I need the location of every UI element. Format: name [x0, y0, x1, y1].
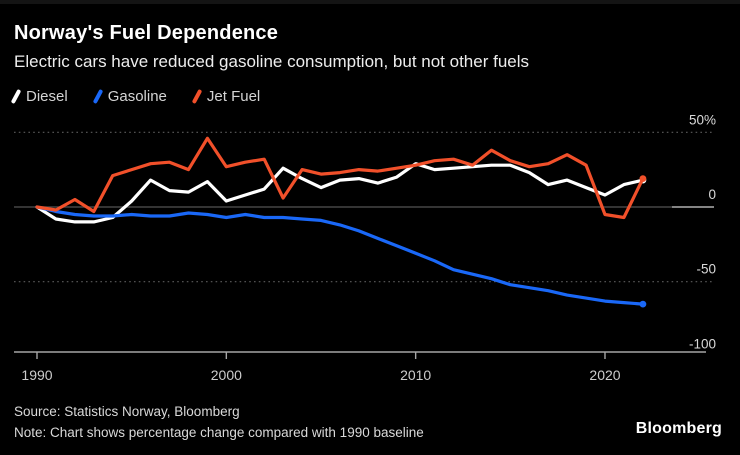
x-axis-label: 1990 [21, 367, 52, 383]
legend-label-gasoline: Gasoline [107, 88, 167, 105]
jet-fuel-endpoint-dot [639, 175, 647, 182]
legend: Diesel Gasoline Jet Fuel [10, 88, 261, 105]
source-text: Source: Statistics Norway, Bloomberg [14, 404, 240, 419]
line-chart: 50% 0 -50 -100 1990 2000 2010 2020 [0, 108, 740, 394]
legend-label-diesel: Diesel [26, 88, 68, 105]
legend-item-diesel: Diesel [10, 88, 68, 105]
jet-fuel-slash-icon [191, 88, 203, 105]
x-axis-label: 2020 [589, 367, 620, 383]
gasoline-slash-icon [92, 88, 103, 105]
jet-fuel-line [35, 136, 645, 220]
x-axis-label: 2010 [400, 367, 431, 383]
y-axis-label: -50 [696, 262, 716, 277]
gasoline-line [35, 205, 645, 306]
legend-item-gasoline: Gasoline [92, 88, 167, 105]
page-title: Norway's Fuel Dependence [14, 22, 279, 44]
diesel-line [35, 162, 645, 224]
y-axis-label: 0 [708, 187, 716, 202]
bloomberg-logo: Bloomberg [635, 420, 722, 437]
legend-label-jetfuel: Jet Fuel [206, 88, 261, 105]
fuel-lines-svg: 50% 0 -50 -100 1990 2000 2010 2020 [14, 112, 716, 383]
y-axis-label: -100 [689, 336, 716, 351]
y-axis-label: 50% [689, 112, 716, 127]
note-text: Note: Chart shows percentage change comp… [14, 425, 424, 440]
x-axis-label: 2000 [211, 367, 242, 383]
legend-item-jetfuel: Jet Fuel [191, 88, 261, 105]
chart-subtitle: Electric cars have reduced gasoline cons… [14, 52, 530, 71]
gasoline-endpoint-dot [639, 300, 647, 308]
diesel-slash-icon [10, 88, 22, 105]
